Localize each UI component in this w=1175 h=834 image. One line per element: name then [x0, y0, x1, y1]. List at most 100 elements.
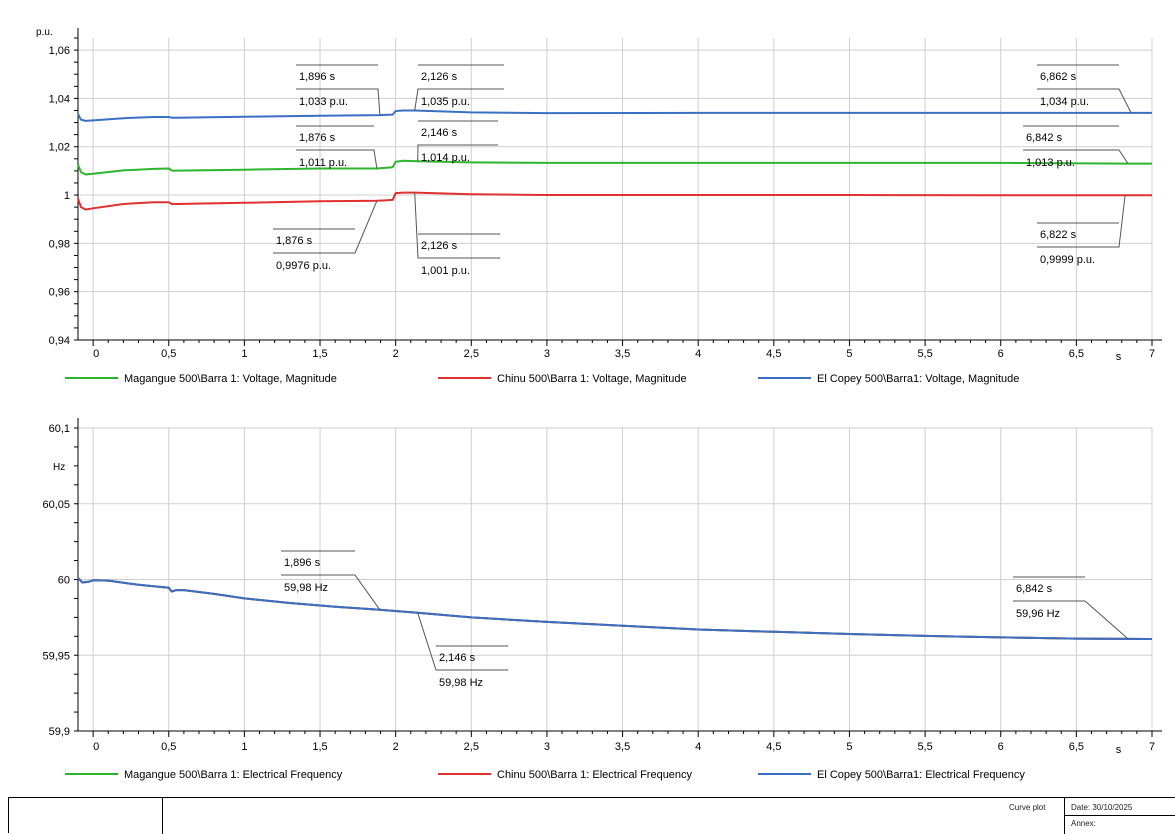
x-tick-label: 6,5	[1069, 348, 1084, 360]
x-tick-label: 5	[846, 741, 852, 753]
x-tick-label: 4	[695, 741, 701, 753]
annotation-leader	[414, 88, 504, 111]
annotation-time: 1,876 s	[276, 235, 313, 247]
x-tick-label: 3	[544, 741, 550, 753]
series-line	[77, 577, 1153, 640]
legend-label: Magangue 500\Barra 1: Voltage, Magnitude	[124, 373, 337, 385]
y-tick-label: 0,96	[49, 287, 70, 299]
x-tick-label: 0,5	[161, 741, 176, 753]
y-tick-label: 1,04	[49, 93, 70, 105]
annotation-value: 59,98 Hz	[284, 582, 328, 594]
x-tick-label: 7	[1149, 741, 1155, 753]
y-tick-label: 59,95	[42, 650, 70, 662]
annotation-time: 1,896 s	[284, 557, 321, 569]
y-tick-label: 1,06	[49, 45, 70, 57]
annotation-time: 1,876 s	[299, 132, 336, 144]
date-label: Date: 30/10/2025	[1071, 803, 1133, 812]
annotation-leader	[296, 88, 381, 116]
annotation-leader	[1037, 195, 1126, 248]
x-tick-label: 1,5	[312, 741, 327, 753]
annotation-value: 59,96 Hz	[1016, 608, 1060, 620]
x-tick-label: 0,5	[161, 348, 176, 360]
annotation-value: 1,001 p.u.	[421, 265, 470, 277]
x-tick-label: 6	[998, 741, 1004, 753]
x-tick-label: 2	[393, 741, 399, 753]
y-tick-label: 60	[58, 575, 70, 587]
x-tick-label: 1	[241, 348, 247, 360]
annotation-value: 0,9976 p.u.	[276, 260, 331, 272]
annotation-time: 2,126 s	[421, 71, 458, 83]
annotation-leader	[273, 200, 378, 254]
legend-label: Chinu 500\Barra 1: Voltage, Magnitude	[497, 373, 687, 385]
x-tick-label: 2,5	[464, 741, 479, 753]
annotation-value: 1,014 p.u.	[421, 152, 470, 164]
x-tick-label: 6,5	[1069, 741, 1084, 753]
annotation-value: 59,98 Hz	[439, 677, 483, 689]
annotation-time: 6,842 s	[1026, 132, 1063, 144]
annotation-time: 2,126 s	[421, 240, 458, 252]
x-tick-label: 2,5	[464, 348, 479, 360]
curve-plot-figure: 1,06 1,04 1,02 1 0,98 0,96 0,94 0 0,5 1 1,5 2 2,5 3 3,…	[36, 27, 1162, 781]
annotation-time: 2,146 s	[421, 127, 458, 139]
annotation-leader	[414, 192, 500, 259]
title-block-divider	[1064, 815, 1175, 816]
annex-label: Annex:	[1071, 819, 1096, 828]
annotation-leader	[417, 144, 498, 162]
x-tick-label: 4,5	[766, 741, 781, 753]
x-tick-label: 7	[1149, 348, 1155, 360]
series-line	[77, 109, 1152, 122]
x-tick-label: 3	[544, 348, 550, 360]
y-tick-label: 60,1	[49, 423, 70, 435]
legend-label: Chinu 500\Barra 1: Electrical Frequency	[497, 769, 693, 781]
y-tick-label: 59,9	[49, 726, 70, 738]
y-unit-label: p.u.	[36, 27, 53, 38]
x-tick-label: 5,5	[917, 741, 932, 753]
annotation-value: 0,9999 p.u.	[1040, 254, 1095, 266]
x-tick-label: 4,5	[766, 348, 781, 360]
x-tick-label: 0	[93, 348, 99, 360]
series-line	[77, 577, 1153, 640]
x-tick-label: 4	[695, 348, 701, 360]
legend-label: El Copey 500\Barra1: Electrical Frequenc…	[817, 769, 1025, 781]
annotation-time: 6,842 s	[1016, 583, 1053, 595]
annotation-leader	[417, 612, 508, 671]
annotation-leader	[1013, 600, 1129, 640]
title-block-divider	[162, 798, 163, 834]
series-line	[77, 577, 1153, 640]
x-tick-label: 1	[241, 741, 247, 753]
annotation-time: 6,822 s	[1040, 229, 1077, 241]
x-tick-label: 1,5	[312, 348, 327, 360]
x-tick-label: 6	[998, 348, 1004, 360]
annotation-value: 1,034 p.u.	[1040, 96, 1089, 108]
y-tick-label: 1	[64, 190, 70, 202]
annotation-value: 1,013 p.u.	[1026, 157, 1075, 169]
annotation-leader	[281, 574, 381, 611]
y-tick-label: 1,02	[49, 142, 70, 154]
annotation-time: 2,146 s	[439, 652, 476, 664]
annotation-time: 1,896 s	[299, 71, 336, 83]
annotation-time: 6,862 s	[1040, 71, 1077, 83]
title-block: Curve plot Date: 30/10/2025 Annex:	[8, 797, 1175, 834]
x-tick-label: 3,5	[615, 741, 630, 753]
legend-label: Magangue 500\Barra 1: Electrical Frequen…	[124, 769, 343, 781]
annotation-value: 1,033 p.u.	[299, 96, 348, 108]
annotation-leader	[1037, 88, 1132, 114]
x-tick-label: 2	[393, 348, 399, 360]
annotation-leader	[1023, 149, 1129, 164]
x-unit-label: s	[1116, 351, 1122, 363]
y-tick-label: 0,94	[49, 335, 70, 347]
x-tick-label: 5	[846, 348, 852, 360]
y-tick-label: 0,98	[49, 238, 70, 250]
annotation-value: 1,011 p.u.	[299, 157, 347, 169]
x-unit-label: s	[1116, 744, 1122, 756]
annotation-value: 1,035 p.u.	[421, 96, 470, 108]
y-unit-label: Hz	[53, 462, 65, 473]
series-line	[77, 159, 1152, 176]
legend-label: El Copey 500\Barra1: Voltage, Magnitude	[817, 373, 1019, 385]
x-tick-label: 5,5	[917, 348, 932, 360]
x-tick-label: 0	[93, 741, 99, 753]
x-tick-label: 3,5	[615, 348, 630, 360]
y-tick-label: 60,05	[42, 499, 70, 511]
curve-plot-label: Curve plot	[1009, 803, 1046, 812]
annotation-leader	[296, 149, 378, 169]
